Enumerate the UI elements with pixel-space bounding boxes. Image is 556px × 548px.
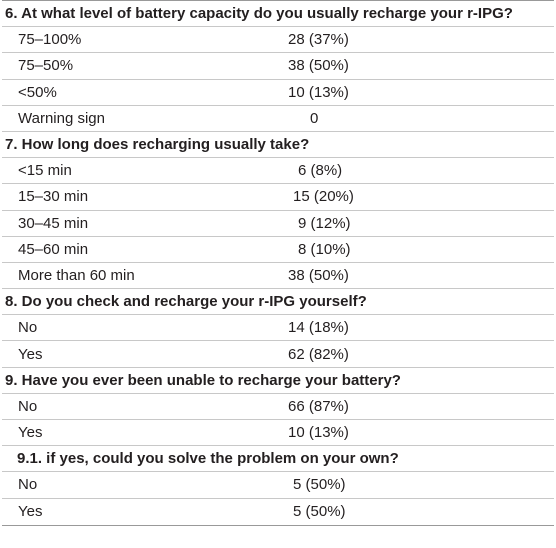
question-text: 6. At what level of battery capacity do … [5, 5, 513, 23]
answer-row: 30–45 min 9 (12%) [2, 211, 554, 237]
answer-row: 75–50% 38 (50%) [2, 53, 554, 80]
answer-row: More than 60 min 38 (50%) [2, 263, 554, 290]
question-row: 6. At what level of battery capacity do … [2, 1, 554, 28]
answer-value: 38 (50%) [288, 266, 349, 284]
answer-label: No [18, 476, 38, 494]
question-text: 9. Have you ever been unable to recharge… [5, 371, 401, 389]
answer-label: More than 60 min [18, 266, 135, 284]
answer-value: 38 (50%) [288, 57, 349, 75]
answer-value: 10 (13%) [288, 424, 349, 442]
answer-value: 66 (87%) [288, 397, 349, 415]
answer-label: 75–50% [18, 57, 74, 75]
answer-label: Warning sign [18, 109, 105, 127]
answer-value: 14 (18%) [288, 319, 349, 337]
answer-row: 15–30 min 15 (20%) [2, 184, 554, 211]
answer-row: Yes 5 (50%) [2, 499, 554, 525]
answer-value: 5 (50%) [293, 503, 346, 521]
answer-row: Yes 10 (13%) [2, 420, 554, 447]
answer-value: 5 (50%) [293, 476, 346, 494]
question-text: 7. How long does recharging usually take… [5, 136, 310, 154]
answer-label: No [18, 397, 38, 415]
question-text: 9.1. if yes, could you solve the problem… [17, 450, 399, 468]
question-row: 7. How long does recharging usually take… [2, 132, 554, 159]
answer-row: 75–100% 28 (37%) [2, 27, 554, 54]
answer-row: No 66 (87%) [2, 394, 554, 420]
answer-row: No 5 (50%) [2, 472, 554, 499]
answer-value: 10 (13%) [288, 83, 349, 101]
answer-label: <50% [18, 83, 57, 101]
answer-value: 15 (20%) [293, 188, 354, 206]
answer-label: 15–30 min [18, 188, 89, 206]
question-row: 9. Have you ever been unable to recharge… [2, 368, 554, 394]
question-text: 8. Do you check and recharge your r-IPG … [5, 293, 367, 311]
subquestion-row: 9.1. if yes, could you solve the problem… [2, 446, 554, 473]
answer-label: Yes [18, 345, 43, 363]
question-row: 8. Do you check and recharge your r-IPG … [2, 289, 554, 316]
answer-label: 75–100% [18, 31, 82, 49]
answer-row: No 14 (18%) [2, 315, 554, 342]
survey-results-table: 6. At what level of battery capacity do … [2, 0, 554, 526]
answer-row: Yes 62 (82%) [2, 341, 554, 368]
answer-value: 0 [310, 109, 319, 127]
answer-value: 9 (12%) [298, 214, 351, 232]
answer-value: 62 (82%) [288, 345, 349, 363]
answer-row: Warning sign 0 [2, 106, 554, 132]
answer-label: Yes [18, 503, 43, 521]
answer-label: <15 min [18, 162, 72, 180]
answer-label: 45–60 min [18, 240, 89, 258]
answer-label: Yes [18, 424, 43, 442]
answer-row: 45–60 min 8 (10%) [2, 237, 554, 263]
answer-value: 6 (8%) [298, 162, 343, 180]
answer-label: No [18, 319, 38, 337]
answer-value: 28 (37%) [288, 31, 349, 49]
answer-row: <50% 10 (13%) [2, 80, 554, 106]
answer-row: <15 min 6 (8%) [2, 158, 554, 185]
answer-label: 30–45 min [18, 214, 89, 232]
answer-value: 8 (10%) [298, 240, 351, 258]
